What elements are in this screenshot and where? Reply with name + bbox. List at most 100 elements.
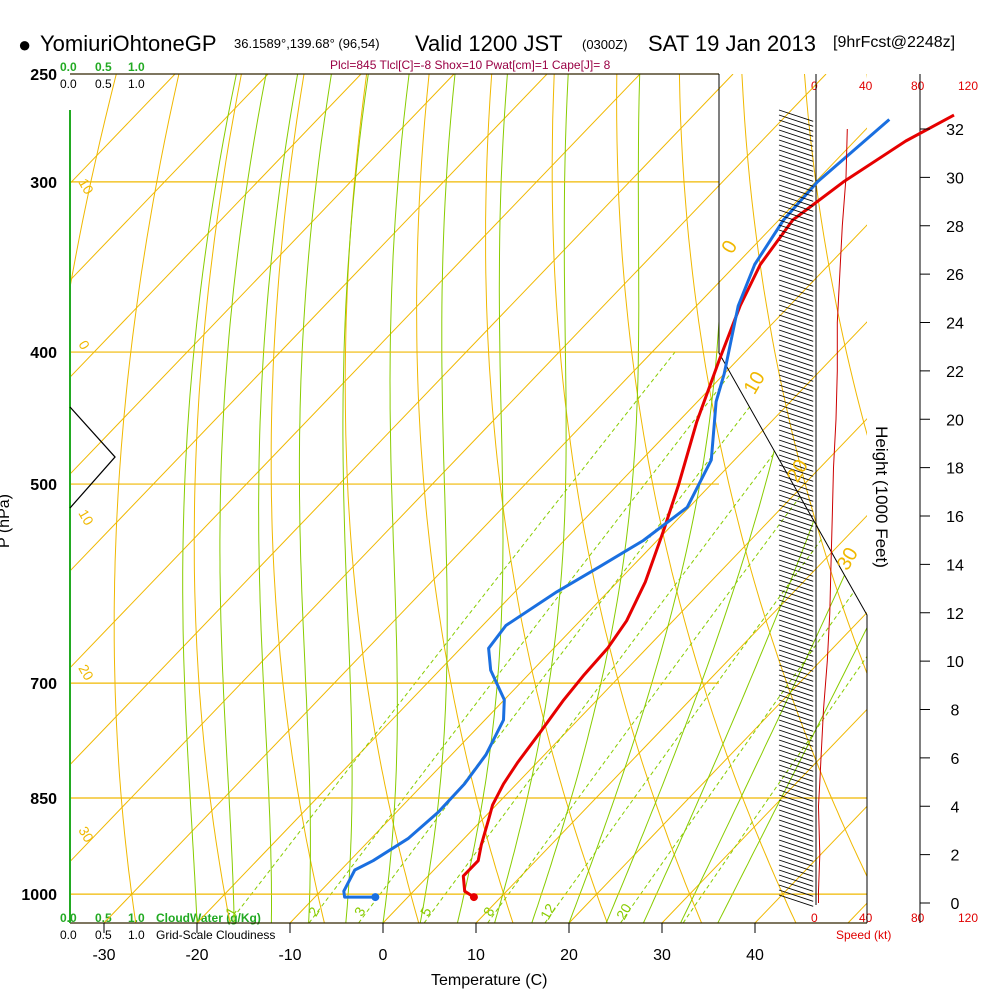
speed-tick-bottom-80: 80 (911, 911, 925, 925)
mixing-ratio-line (487, 351, 867, 923)
wind-barb (778, 434, 814, 447)
cloudiness-profile (69, 406, 116, 509)
x-axis-title: Temperature (C) (431, 972, 548, 989)
wind-barb (778, 699, 814, 712)
height-tick-label: 8 (951, 703, 960, 720)
wind-barb (778, 729, 814, 742)
wind-barb (778, 889, 814, 902)
moist-adiabat-line (680, 74, 867, 923)
wind-barb (778, 809, 814, 822)
isotherm-line (70, 74, 734, 766)
wind-barb (778, 744, 814, 757)
wind-barb (778, 574, 814, 587)
wind-barb (778, 304, 814, 317)
mixing-ratio-line (308, 351, 748, 923)
wind-barb (778, 739, 814, 752)
wind-barb (778, 449, 814, 462)
pressure-tick-label: 500 (30, 477, 57, 494)
wind-barb (778, 184, 814, 197)
wind-barb (778, 694, 814, 707)
wind-barb (778, 349, 814, 362)
wind-barb (778, 664, 814, 677)
dry-adiabat-line (416, 74, 514, 923)
cloudwater-scale-bottom-0: 0.0 (60, 911, 77, 925)
cloudiness-scale-bottom-2: 1.0 (128, 928, 145, 942)
wind-barb (778, 669, 814, 682)
wind-barb (778, 719, 814, 732)
cloudwater-scale-top-0: 0.0 (60, 60, 77, 74)
mixing-ratio-line (423, 351, 852, 923)
adiabat-label-left: 0 (75, 338, 93, 353)
wind-barb (778, 619, 814, 632)
pressure-tick-label: 250 (30, 67, 57, 84)
wind-barb (778, 134, 814, 147)
moist-adiabat-line (642, 74, 867, 923)
wind-barb (778, 884, 814, 897)
wind-barb (778, 279, 814, 292)
adiabat-label-left: 10 (75, 507, 97, 529)
wind-barb (778, 499, 814, 512)
wind-barb (778, 589, 814, 602)
dry-adiabat-line (193, 74, 242, 923)
wind-barb (778, 489, 814, 502)
height-tick-label: 26 (946, 267, 964, 284)
cloudiness-scale-bottom-0: 0.0 (60, 928, 77, 942)
x-tick-label: -30 (92, 947, 115, 964)
wind-barb (778, 189, 814, 202)
wind-barb (778, 784, 814, 797)
adiabat-label-right: 30 (833, 544, 863, 574)
station-name: YomiuriOhtoneGP (40, 31, 217, 56)
wind-barb (778, 109, 814, 122)
wind-barb (778, 504, 814, 517)
wind-barb (778, 214, 814, 227)
cloudiness-scale-top-0: 0.0 (60, 77, 77, 91)
wind-barb (778, 804, 814, 817)
x-tick-label: 40 (746, 947, 764, 964)
speed-tick-bottom-120: 120 (958, 911, 979, 925)
wind-barb (778, 194, 814, 207)
pressure-tick-label: 400 (30, 345, 57, 362)
wind-barb (778, 454, 814, 467)
wind-barb (778, 554, 814, 567)
height-tick-label: 22 (946, 364, 964, 381)
wind-barb (778, 254, 814, 267)
isotherm-line (754, 805, 867, 923)
adiabat-label-left: 10 (75, 176, 97, 198)
mixing-ratio-label: 20 (613, 901, 635, 923)
height-tick-label: 10 (946, 654, 964, 671)
wind-barb (778, 219, 814, 232)
wind-barb (778, 534, 814, 547)
moist-adiabat-line (258, 74, 299, 923)
isotherm-line (70, 74, 362, 378)
height-tick-label: 32 (946, 122, 964, 139)
cloudiness-label: Grid-Scale Cloudiness (156, 928, 276, 942)
isotherm-line (70, 74, 176, 185)
wind-barb (778, 604, 814, 617)
wind-barb (778, 374, 814, 387)
wind-barb (778, 529, 814, 542)
wind-barb (778, 814, 814, 827)
wind-barb (778, 484, 814, 497)
moist-adiabats (182, 74, 867, 923)
wind-barb (778, 264, 814, 277)
wind-barb (778, 199, 814, 212)
wind-barb (778, 439, 814, 452)
speed-tick-bottom-40: 40 (859, 911, 873, 925)
wind-barb (778, 159, 814, 172)
wind-barb (778, 584, 814, 597)
height-tick-label: 24 (946, 316, 964, 333)
wind-barb (778, 779, 814, 792)
wind-barb (778, 119, 814, 132)
dry-adiabat-line (344, 74, 420, 923)
wind-barb (778, 859, 814, 872)
dry-adiabat-line (866, 74, 867, 79)
speed-tick-top-120: 120 (958, 79, 979, 93)
wind-barb (778, 519, 814, 532)
wind-barb (778, 389, 814, 402)
isotherm-line (70, 74, 455, 475)
wind-barb (778, 229, 814, 242)
mixing-ratio-label: 12 (537, 901, 559, 923)
wind-barb (778, 299, 814, 312)
wind-barb (778, 319, 814, 332)
wind-barb (778, 424, 814, 437)
